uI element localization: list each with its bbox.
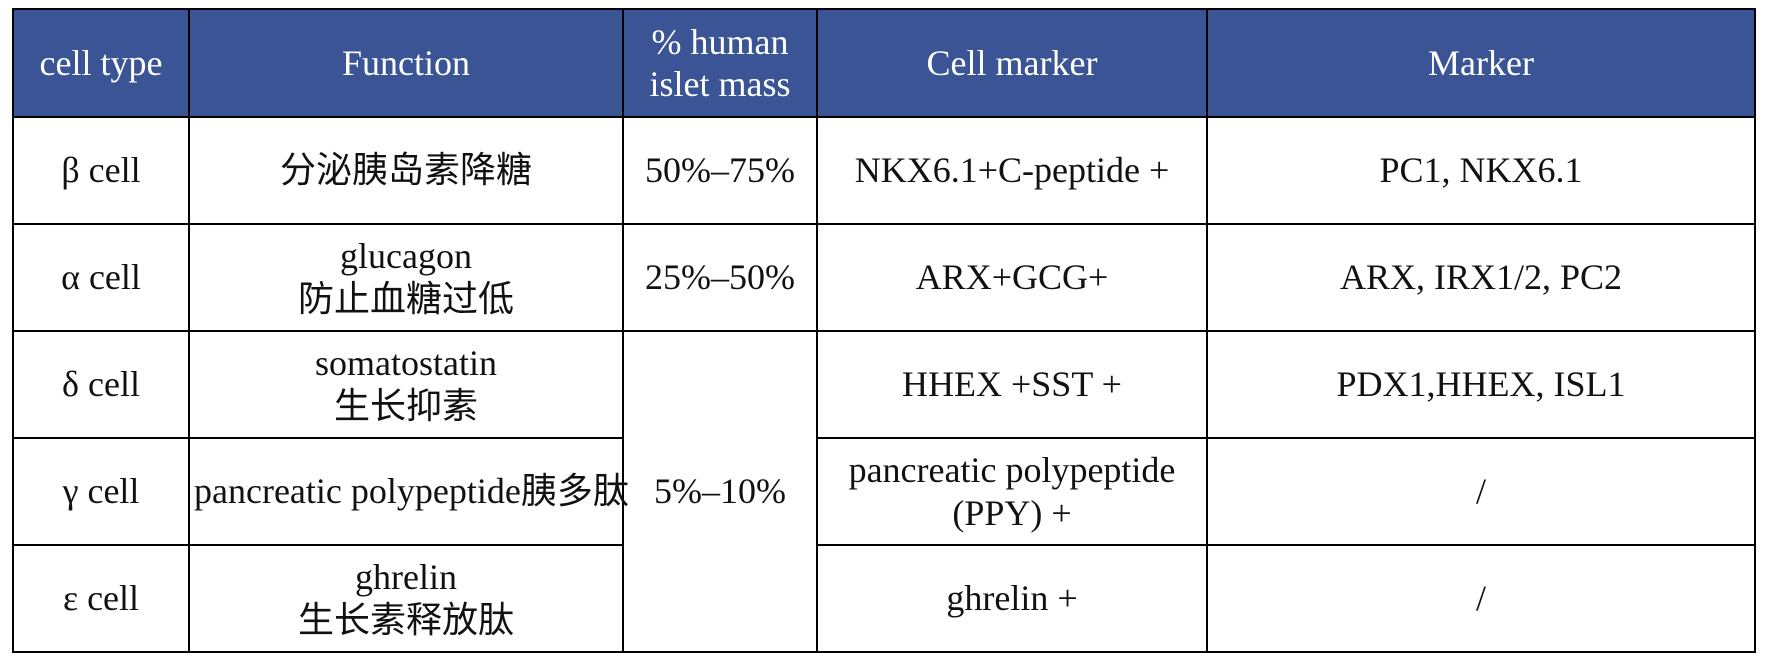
cell-function: 分泌胰岛素降糖 (188, 116, 624, 225)
cell-function: ghrelin 生长素释放肽 (188, 544, 624, 653)
cell-type: δ cell (12, 330, 190, 439)
header-row: cell type Function % human islet mass Ce… (12, 8, 1756, 118)
cell-type: γ cell (12, 437, 190, 546)
cell-islet-mass-merged: 5%–10% (622, 330, 818, 653)
cell-marker: / (1206, 544, 1756, 653)
header-cell-type: cell type (12, 8, 190, 118)
cell-cell-marker: ghrelin + (816, 544, 1208, 653)
cell-function: pancreatic polypeptide胰多肽 (188, 437, 629, 546)
table-row: β cell 分泌胰岛素降糖 50%–75% NKX6.1+C-peptide … (12, 116, 1756, 225)
cell-type: α cell (12, 223, 190, 332)
table-row: ε cell ghrelin 生长素释放肽 ghrelin + / (12, 544, 1756, 653)
islet-cell-table: cell type Function % human islet mass Ce… (12, 8, 1756, 653)
cell-cell-marker: pancreatic polypeptide (PPY) + (816, 437, 1208, 546)
cell-type: ε cell (12, 544, 190, 653)
cell-islet-mass: 25%–50% (622, 223, 818, 332)
cell-marker: ARX, IRX1/2, PC2 (1206, 223, 1756, 332)
table-row: δ cell somatostatin 生长抑素 5%–10% HHEX +SS… (12, 330, 1756, 653)
header-function: Function (188, 8, 624, 118)
cell-function: somatostatin 生长抑素 (188, 330, 624, 439)
cell-cell-marker: NKX6.1+C-peptide + (816, 116, 1208, 225)
table-row: α cell glucagon 防止血糖过低 25%–50% ARX+GCG+ … (12, 223, 1756, 332)
cell-marker: PDX1,HHEX, ISL1 (1206, 330, 1756, 439)
cell-cell-marker: HHEX +SST + (816, 330, 1208, 439)
cell-marker: / (1206, 437, 1756, 546)
header-islet-mass: % human islet mass (622, 8, 818, 118)
cell-cell-marker: ARX+GCG+ (816, 223, 1208, 332)
header-marker: Marker (1206, 8, 1756, 118)
header-cell-marker: Cell marker (816, 8, 1208, 118)
cell-function: glucagon 防止血糖过低 (188, 223, 624, 332)
cell-marker: PC1, NKX6.1 (1206, 116, 1756, 225)
cell-type: β cell (12, 116, 190, 225)
cell-islet-mass: 50%–75% (622, 116, 818, 225)
table-row: γ cell pancreatic polypeptide胰多肽 pancrea… (12, 437, 1756, 546)
